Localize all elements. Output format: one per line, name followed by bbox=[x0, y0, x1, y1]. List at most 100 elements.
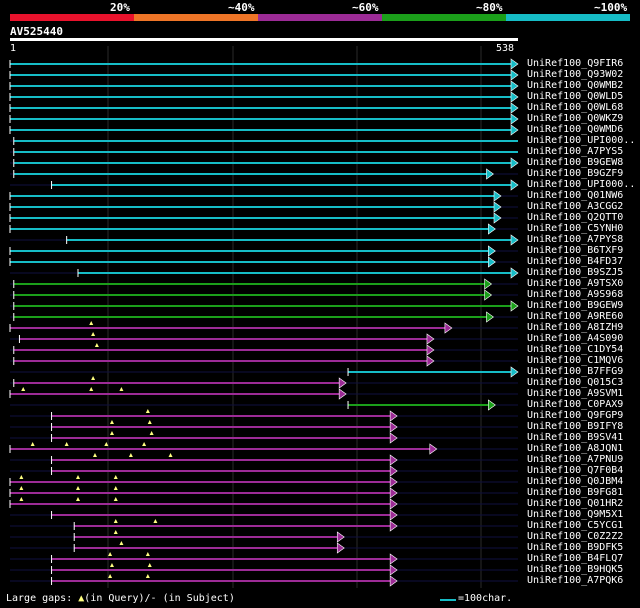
hit-row[interactable] bbox=[9, 124, 519, 136]
hit-label[interactable]: UniRef100_B9SV41 bbox=[527, 432, 624, 443]
hit-row[interactable] bbox=[10, 519, 518, 532]
hit-label[interactable]: UniRef100_Q015C3 bbox=[527, 377, 624, 388]
hit-label[interactable]: UniRef100_C1DY54 bbox=[527, 344, 624, 355]
hit-row[interactable] bbox=[10, 355, 518, 367]
hit-row[interactable] bbox=[10, 509, 518, 521]
scale-label-4: ~80% bbox=[476, 1, 503, 14]
hit-label[interactable]: UniRef100_Q0WL68 bbox=[527, 102, 624, 113]
hit-row[interactable] bbox=[9, 321, 518, 334]
hit-label[interactable]: UniRef100_Q0WLD5 bbox=[527, 91, 624, 102]
hit-row[interactable] bbox=[9, 102, 519, 114]
hit-label[interactable]: UniRef100_B7FFG9 bbox=[527, 366, 624, 377]
hit-row[interactable] bbox=[9, 256, 518, 268]
hit-row[interactable] bbox=[9, 91, 519, 103]
hit-label[interactable]: UniRef100_A8IZH9 bbox=[527, 322, 624, 333]
hit-label[interactable]: UniRef100_A3CGG2 bbox=[527, 201, 624, 212]
hit-label[interactable]: UniRef100_Q93W02 bbox=[527, 69, 624, 80]
hit-row[interactable] bbox=[9, 212, 518, 224]
hit-label[interactable]: UniRef100_Q01HR2 bbox=[527, 498, 624, 509]
hit-row[interactable] bbox=[10, 300, 519, 312]
hit-label[interactable]: UniRef100_Q9M5X1 bbox=[527, 509, 624, 520]
hit-row[interactable] bbox=[10, 409, 518, 422]
hit-label[interactable]: UniRef100_UPI000.. bbox=[527, 179, 636, 190]
hit-label[interactable]: UniRef100_A9RE60 bbox=[527, 311, 624, 322]
hit-row[interactable] bbox=[10, 420, 518, 433]
hit-label[interactable]: UniRef100_Q2QTT0 bbox=[527, 212, 624, 223]
hit-row[interactable] bbox=[10, 431, 518, 444]
hit-label[interactable]: UniRef100_B4FLQ7 bbox=[527, 553, 624, 564]
hit-label[interactable]: UniRef100_A9S968 bbox=[527, 289, 624, 300]
hit-row[interactable] bbox=[10, 465, 518, 477]
hit-label[interactable]: UniRef100_A4S090 bbox=[527, 333, 624, 344]
hit-row[interactable] bbox=[9, 387, 518, 400]
hit-label[interactable]: UniRef100_Q9FIR6 bbox=[527, 58, 624, 69]
hit-row[interactable] bbox=[10, 267, 519, 279]
query-start-label: 1 bbox=[10, 43, 17, 54]
hit-row[interactable] bbox=[10, 137, 518, 145]
hit-label[interactable]: UniRef100_UPI000.. bbox=[527, 135, 636, 146]
hit-row[interactable] bbox=[9, 475, 518, 488]
hit-row[interactable] bbox=[10, 366, 519, 378]
hit-label[interactable]: UniRef100_A7PYS8 bbox=[527, 234, 624, 245]
hit-label[interactable]: UniRef100_A9TSX0 bbox=[527, 278, 624, 289]
hit-label[interactable]: UniRef100_C0Z2Z2 bbox=[527, 531, 624, 542]
hit-label[interactable]: UniRef100_B9GEW8 bbox=[527, 157, 624, 168]
hit-row[interactable] bbox=[9, 486, 518, 499]
hit-row[interactable] bbox=[9, 201, 518, 213]
hit-label[interactable]: UniRef100_B6TXF9 bbox=[527, 245, 624, 256]
hit-label[interactable]: UniRef100_B4FD37 bbox=[527, 256, 624, 267]
hit-label[interactable]: UniRef100_A7PQK6 bbox=[527, 575, 624, 586]
hit-arrow-icon bbox=[389, 487, 398, 499]
hit-label[interactable]: UniRef100_Q0WMB2 bbox=[527, 80, 624, 91]
hit-row[interactable] bbox=[10, 148, 518, 156]
hit-label[interactable]: UniRef100_B9GEW9 bbox=[527, 300, 624, 311]
hit-label[interactable]: UniRef100_A7PYS5 bbox=[527, 146, 624, 157]
hit-row[interactable] bbox=[10, 157, 519, 169]
hit-row[interactable] bbox=[9, 245, 518, 257]
hit-label[interactable]: UniRef100_B9SZJ5 bbox=[527, 267, 624, 278]
hit-label[interactable]: UniRef100_A9SVM1 bbox=[527, 388, 624, 399]
hit-row[interactable] bbox=[10, 530, 518, 543]
hit-label[interactable]: UniRef100_B9IFY8 bbox=[527, 421, 624, 432]
hit-row[interactable] bbox=[9, 113, 519, 125]
hit-label[interactable]: UniRef100_A8JQN1 bbox=[527, 443, 624, 454]
hit-row[interactable] bbox=[10, 332, 518, 345]
hit-label[interactable]: UniRef100_Q0WMD6 bbox=[527, 124, 624, 135]
hit-label[interactable]: UniRef100_B9FG81 bbox=[527, 487, 624, 498]
hit-row[interactable] bbox=[9, 190, 518, 202]
hit-label[interactable]: UniRef100_Q0JBM4 bbox=[527, 476, 624, 487]
hit-row[interactable] bbox=[10, 179, 519, 191]
hit-row[interactable] bbox=[10, 563, 518, 576]
hit-label[interactable]: UniRef100_Q01NW6 bbox=[527, 190, 624, 201]
hit-label[interactable]: UniRef100_C0PAX9 bbox=[527, 399, 624, 410]
hit-label[interactable]: UniRef100_C5YNH0 bbox=[527, 223, 624, 234]
hit-row[interactable] bbox=[9, 80, 519, 92]
hit-label[interactable]: UniRef100_B9DFK5 bbox=[527, 542, 624, 553]
hit-row[interactable] bbox=[10, 311, 518, 323]
hit-row[interactable] bbox=[10, 399, 518, 411]
hit-row[interactable] bbox=[10, 541, 518, 554]
hit-label[interactable]: UniRef100_B9HQK5 bbox=[527, 564, 624, 575]
query-gap-marker-icon bbox=[113, 519, 118, 523]
hit-row[interactable] bbox=[10, 376, 518, 389]
hit-row[interactable] bbox=[10, 289, 518, 301]
hit-label[interactable]: UniRef100_C5YCG1 bbox=[527, 520, 624, 531]
hit-row[interactable] bbox=[9, 223, 518, 235]
hit-row[interactable] bbox=[10, 234, 519, 246]
hit-label[interactable]: UniRef100_B9GZF9 bbox=[527, 168, 624, 179]
hit-label[interactable]: UniRef100_Q7F0B4 bbox=[527, 465, 624, 476]
hit-row[interactable] bbox=[10, 453, 518, 466]
hit-row[interactable] bbox=[10, 343, 518, 356]
hit-label[interactable]: UniRef100_A7PNU9 bbox=[527, 454, 624, 465]
hit-label[interactable]: UniRef100_Q0WKZ9 bbox=[527, 113, 624, 124]
hit-row[interactable] bbox=[9, 497, 518, 510]
hit-label[interactable]: UniRef100_C1MQV6 bbox=[527, 355, 624, 366]
hit-row[interactable] bbox=[9, 69, 519, 81]
hit-label[interactable]: UniRef100_Q9FGP9 bbox=[527, 410, 624, 421]
hit-row[interactable] bbox=[10, 552, 518, 565]
hit-row[interactable] bbox=[10, 278, 518, 290]
hit-row[interactable] bbox=[10, 574, 518, 587]
hit-row[interactable] bbox=[9, 442, 518, 455]
hit-row[interactable] bbox=[9, 58, 519, 70]
hit-row[interactable] bbox=[10, 168, 518, 180]
